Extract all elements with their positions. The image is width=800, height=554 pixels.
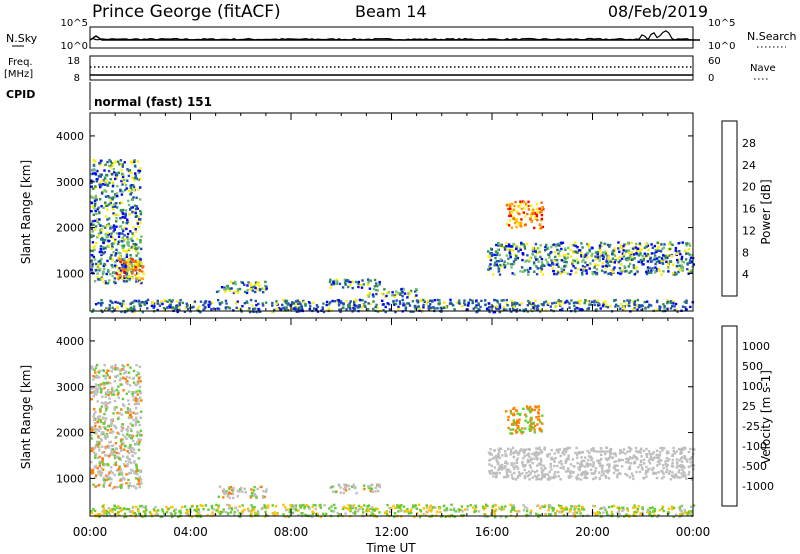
freq-tick-bottom: 8 <box>74 73 80 84</box>
nave-label: Nave <box>750 63 776 74</box>
echo-early-ionospheric <box>90 363 143 490</box>
nsky-label: N.Sky <box>6 32 38 45</box>
colorbar-tick-label: 8 <box>742 246 749 259</box>
velocity-axes: 1000 2000 3000 4000 <box>56 318 694 516</box>
colorbar-tick-label: -25 <box>742 420 760 433</box>
y-tick-label: 2000 <box>56 427 84 440</box>
colorbar-tick-label: -100 <box>742 440 767 453</box>
y-tick-label: 4000 <box>56 335 84 348</box>
date-title: 08/Feb/2019 <box>608 2 708 21</box>
nave-tick-bottom: 0 <box>708 73 714 84</box>
x-tick-label: 04:00 <box>173 525 208 539</box>
nave-tick-top: 60 <box>708 56 721 67</box>
cpid-label: CPID <box>6 88 35 101</box>
nsky-tick-top: 10^5 <box>61 18 88 29</box>
colorbar-tick-label: 12 <box>742 224 756 237</box>
colorbar-tick-label: 24 <box>742 159 756 172</box>
nsearch-tick-bottom: 10^0 <box>708 41 735 52</box>
x-tick-label: 12:00 <box>374 525 409 539</box>
x-tick-label: 00:00 <box>73 525 108 539</box>
y-tick-label: 4000 <box>56 130 84 143</box>
echo-noon-patch <box>366 287 418 299</box>
y-tick-label: 3000 <box>56 176 84 189</box>
station-title: Prince George (fitACF) <box>92 2 281 22</box>
colorbar-tick-label: 20 <box>742 181 756 194</box>
y-tick-label: 3000 <box>56 381 84 394</box>
x-axis-label: Time UT <box>365 541 416 554</box>
echo-morning-band <box>215 280 268 295</box>
nsky-strip-frame <box>89 26 694 49</box>
colorbar-tick-label: 16 <box>742 203 756 216</box>
x-tick-label: 16:00 <box>475 525 510 539</box>
x-tick-label: 08:00 <box>274 525 309 539</box>
echo-ground-scatter <box>90 503 696 519</box>
echo-early-ionospheric <box>90 158 143 285</box>
power-panel: 1000 2000 3000 4000 Slant Range [km] <box>19 112 695 314</box>
echo-evening-high <box>504 405 544 435</box>
echo-evening-band <box>487 241 695 276</box>
velocity-echoes <box>90 363 696 519</box>
echo-evening-band <box>487 446 696 481</box>
colorbar-tick-label: 1000 <box>742 340 770 353</box>
colorbar-frame <box>721 325 738 507</box>
echo-morning-band <box>217 485 268 500</box>
velocity-panel: 1000 2000 3000 4000 Slant Range [km] <box>19 317 696 519</box>
beam-title: Beam 14 <box>355 2 427 21</box>
y-tick-label: 2000 <box>56 222 84 235</box>
echo-early-patch <box>115 257 145 281</box>
freq-strip-frame <box>89 55 694 81</box>
power-ylabel: Slant Range [km] <box>19 160 33 264</box>
nsearch-tick-top: 10^5 <box>708 18 735 29</box>
freq-label-2: [MHz] <box>4 69 33 80</box>
power-axes: 1000 2000 3000 4000 <box>56 113 694 311</box>
velocity-ylabel: Slant Range [km] <box>19 365 33 469</box>
cpid-text: normal (fast) 151 <box>94 95 212 109</box>
nsearch-trace <box>89 30 694 41</box>
nsky-tick-bottom: 10^0 <box>61 41 88 52</box>
echo-midday-arc <box>328 278 381 290</box>
y-tick-label: 1000 <box>56 472 84 485</box>
colorbar-tick-label: -1000 <box>742 480 774 493</box>
nsearch-label: N.Search <box>747 30 797 43</box>
y-tick-label: 1000 <box>56 267 84 280</box>
power-colorbar-label: Power [dB] <box>759 179 773 244</box>
power-frame <box>89 112 694 312</box>
colorbar-tick-label: 500 <box>742 360 763 373</box>
colorbar-tick-label: 4 <box>742 268 749 281</box>
velocity-colorbar: 1000 500 100 25 -25 -100 -500 -1000 <box>721 325 774 507</box>
freq-label-1: Freq. <box>8 57 33 68</box>
freq-tick-top: 18 <box>67 56 80 67</box>
echo-evening-high <box>505 200 545 230</box>
colorbar-tick-label: 100 <box>742 380 763 393</box>
power-colorbar: 28 24 20 16 12 8 4 <box>721 120 756 297</box>
x-tick-labels: 00:00 04:00 08:00 12:00 16:00 20:00 00:00 <box>73 525 711 539</box>
colorbar-tick-label: 25 <box>742 400 756 413</box>
colorbar-tick-label: 28 <box>742 137 756 150</box>
echo-midday-arc <box>329 483 381 495</box>
x-tick-label: 00:00 <box>676 525 711 539</box>
colorbar-frame <box>721 120 738 297</box>
velocity-frame <box>89 317 694 517</box>
x-tick-label: 20:00 <box>575 525 610 539</box>
velocity-colorbar-label: Velocity [m s-1] <box>759 370 773 464</box>
echo-ground-scatter <box>91 298 694 314</box>
power-echoes <box>90 158 695 314</box>
colorbar-tick-label: -500 <box>742 460 767 473</box>
